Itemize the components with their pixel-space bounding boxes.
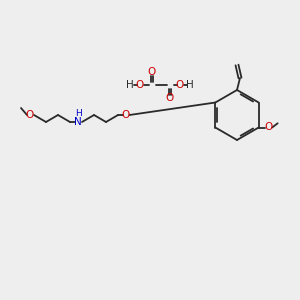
Text: O: O [136,80,144,90]
Text: H: H [126,80,134,90]
Text: H: H [75,110,81,118]
Text: O: O [148,67,156,77]
Text: O: O [176,80,184,90]
Text: O: O [122,110,130,120]
Text: H: H [186,80,194,90]
Text: O: O [166,93,174,103]
Text: O: O [265,122,273,133]
Text: N: N [74,117,82,127]
Text: O: O [26,110,34,120]
